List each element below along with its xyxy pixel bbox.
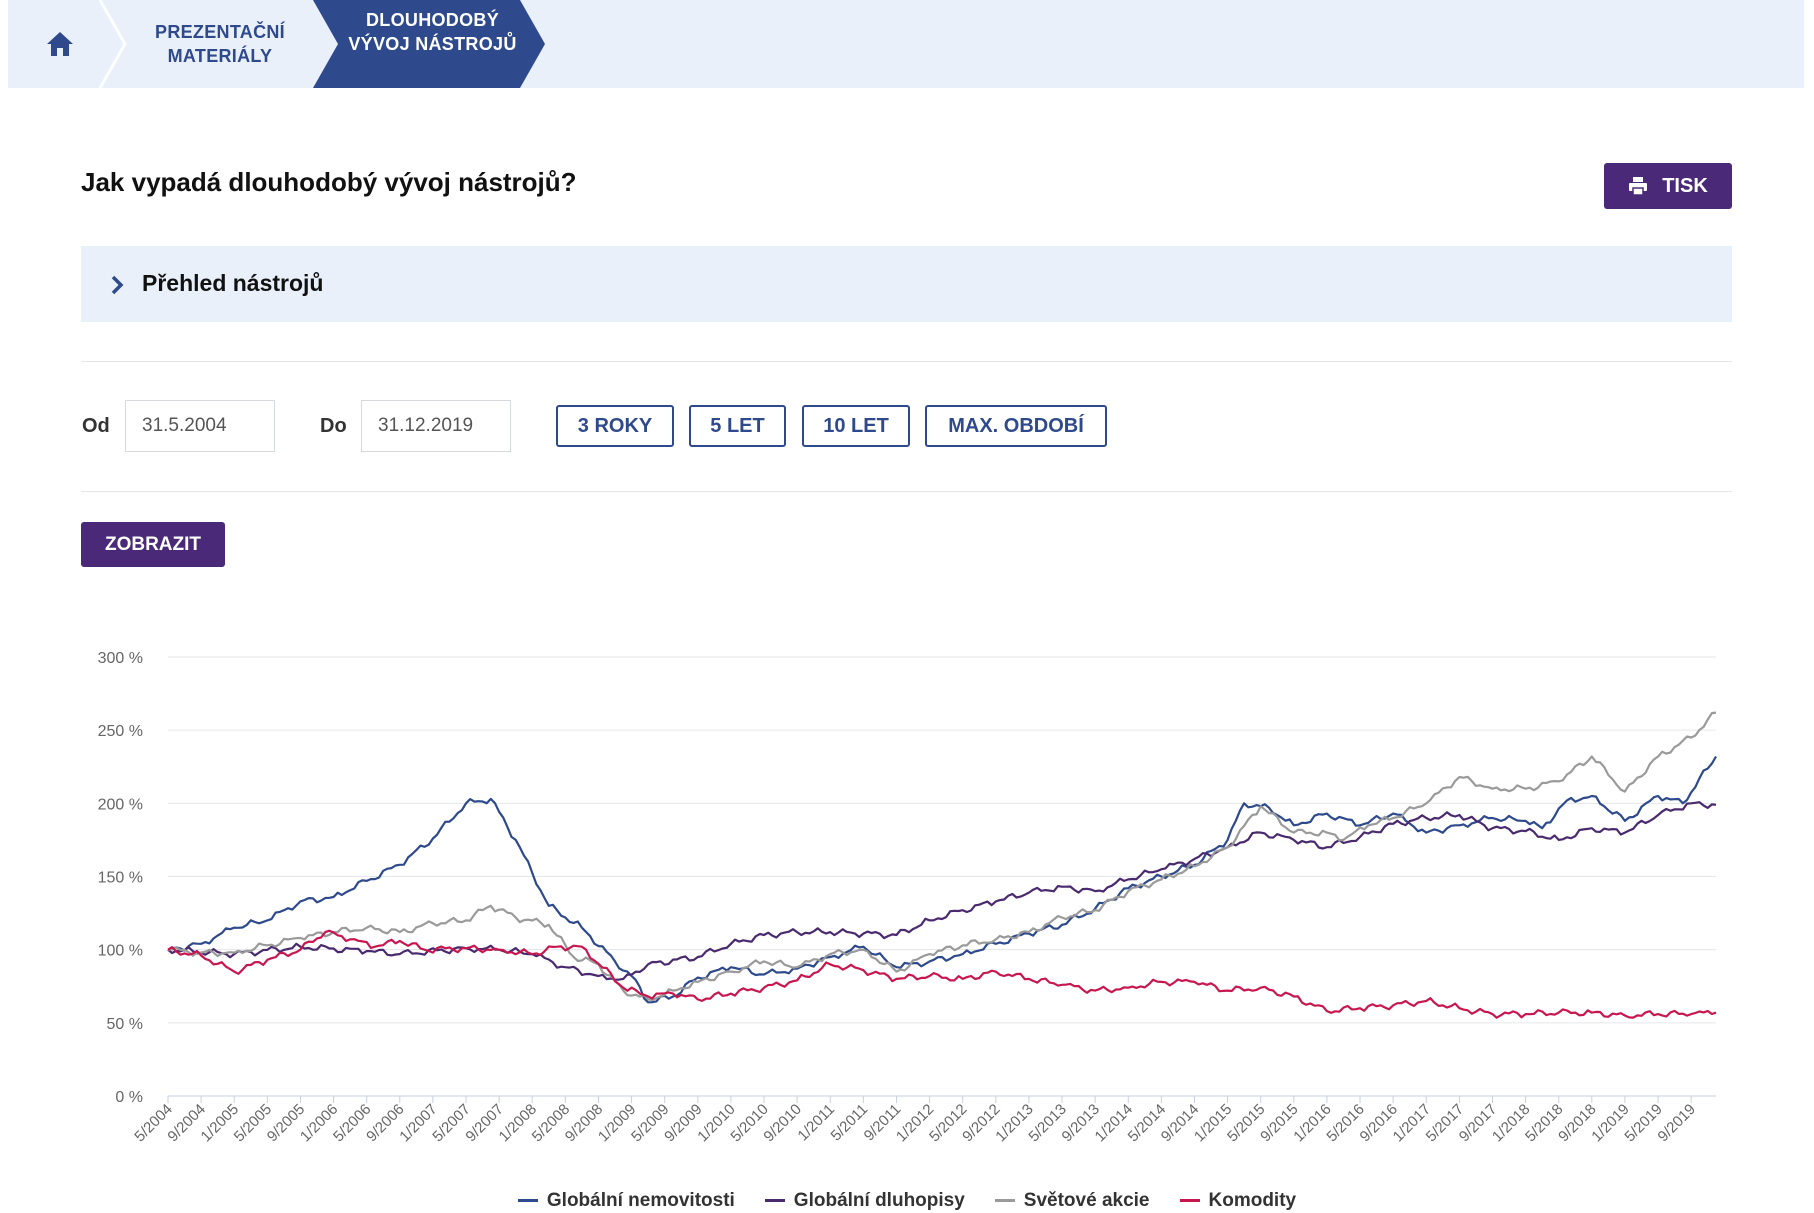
- legend-item[interactable]: Globální dluhopisy: [764, 1188, 965, 1213]
- legend-item[interactable]: Komodity: [1179, 1188, 1297, 1213]
- x-tick-label: 5/2011: [828, 1101, 872, 1145]
- legend-label: Světové akcie: [1023, 1189, 1150, 1211]
- legend-item[interactable]: Světové akcie: [994, 1188, 1150, 1213]
- to-label: Do: [320, 415, 347, 437]
- legend-label: Komodity: [1208, 1189, 1297, 1211]
- period-max-button[interactable]: MAX. OBDOBÍ: [925, 405, 1107, 447]
- instruments-overview-label: Přehled nástrojů: [142, 270, 324, 296]
- to-date-input[interactable]: [361, 400, 511, 452]
- legend-swatch: [517, 1199, 538, 1202]
- y-tick-label: 250 %: [98, 723, 143, 740]
- breadcrumb-shapes: [98, 0, 545, 88]
- x-tick-label: 1/2011: [794, 1101, 838, 1145]
- divider: [81, 491, 1732, 492]
- legend-swatch: [764, 1199, 785, 1202]
- page-title: Jak vypadá dlouhodobý vývoj nástrojů?: [81, 167, 577, 197]
- breadcrumb-active-bg: [313, 0, 545, 88]
- period-5-years-button[interactable]: 5 LET: [689, 405, 786, 447]
- breadcrumb: [8, 0, 1804, 88]
- breadcrumb-item-current: DLOUHODOBÝ VÝVOJ NÁSTROJŮ: [348, 10, 517, 54]
- divider: [81, 361, 1732, 362]
- performance-chart: 0 %50 %100 %150 %200 %250 %300 %5/20049/…: [98, 650, 1717, 1145]
- period-3-years-button[interactable]: 3 ROKY: [556, 405, 674, 447]
- y-tick-label: 300 %: [98, 650, 143, 667]
- instruments-overview-toggle[interactable]: Přehled nástrojů: [81, 246, 1732, 322]
- legend-swatch: [1179, 1199, 1200, 1202]
- series-line: [167, 801, 1717, 981]
- y-tick-label: 50 %: [107, 1016, 143, 1033]
- period-10-years-button[interactable]: 10 LET: [802, 405, 910, 447]
- chart-legend: Globální nemovitosti Globální dluhopisy …: [0, 1188, 1814, 1213]
- breadcrumb-home[interactable]: [44, 28, 76, 60]
- y-tick-label: 0 %: [115, 1089, 143, 1106]
- print-button[interactable]: TISK: [1604, 163, 1732, 209]
- legend-swatch: [994, 1199, 1015, 1202]
- y-tick-label: 150 %: [98, 870, 143, 887]
- series-line: [167, 929, 1717, 1019]
- from-date-input[interactable]: [125, 400, 275, 452]
- from-label: Od: [82, 415, 110, 437]
- breadcrumb-separator: [98, 0, 127, 88]
- show-button[interactable]: ZOBRAZIT: [81, 522, 225, 567]
- legend-item[interactable]: Globální nemovitosti: [517, 1188, 735, 1213]
- x-tick-label: 9/2019: [1655, 1101, 1699, 1145]
- y-tick-label: 100 %: [98, 943, 143, 960]
- home-icon: [47, 32, 73, 56]
- legend-label: Globální dluhopisy: [793, 1189, 965, 1211]
- breadcrumb-item-presentations[interactable]: PREZENTAČNÍ MATERIÁLY: [155, 22, 285, 66]
- print-button-label: TISK: [1662, 174, 1708, 197]
- series-line: [167, 711, 1717, 1002]
- series-line: [167, 755, 1717, 1004]
- printer-icon: [1629, 177, 1648, 196]
- y-tick-label: 200 %: [98, 796, 143, 813]
- legend-label: Globální nemovitosti: [546, 1189, 735, 1211]
- chevron-right-icon: [111, 275, 124, 295]
- x-tick-label: 9/2010: [760, 1101, 804, 1145]
